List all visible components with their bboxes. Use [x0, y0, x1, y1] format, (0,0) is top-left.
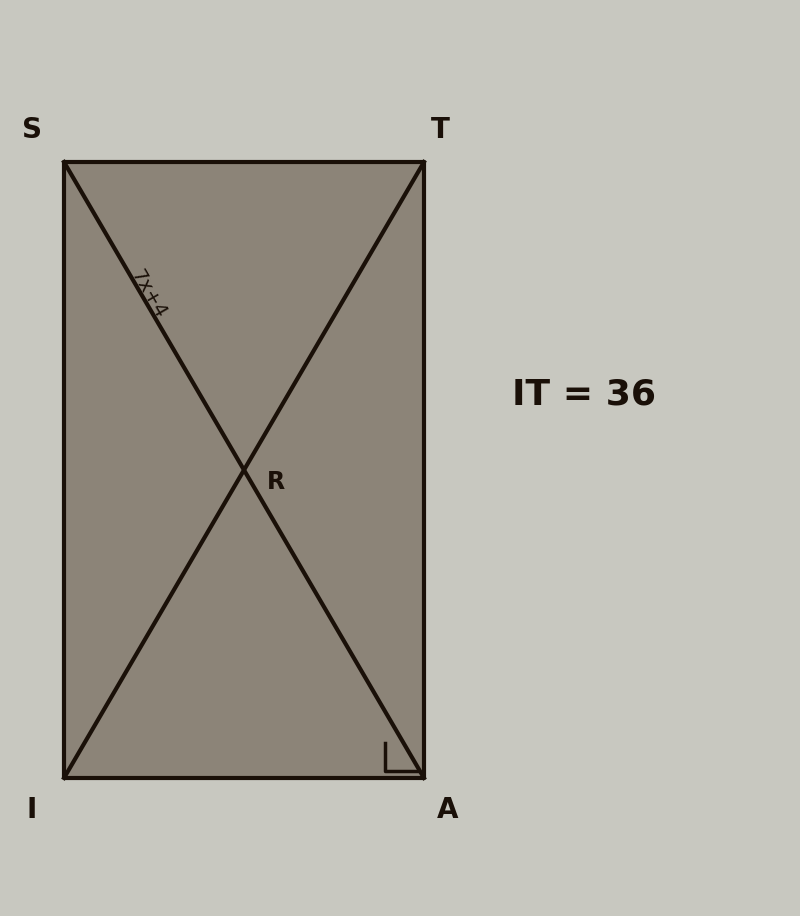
- Text: T: T: [430, 116, 450, 144]
- Text: IT = 36: IT = 36: [512, 377, 656, 411]
- Polygon shape: [64, 162, 424, 778]
- Text: A: A: [438, 796, 458, 824]
- Text: I: I: [27, 796, 37, 824]
- Text: 7x+4: 7x+4: [126, 267, 170, 322]
- Text: R: R: [267, 470, 285, 494]
- Text: S: S: [22, 116, 42, 144]
